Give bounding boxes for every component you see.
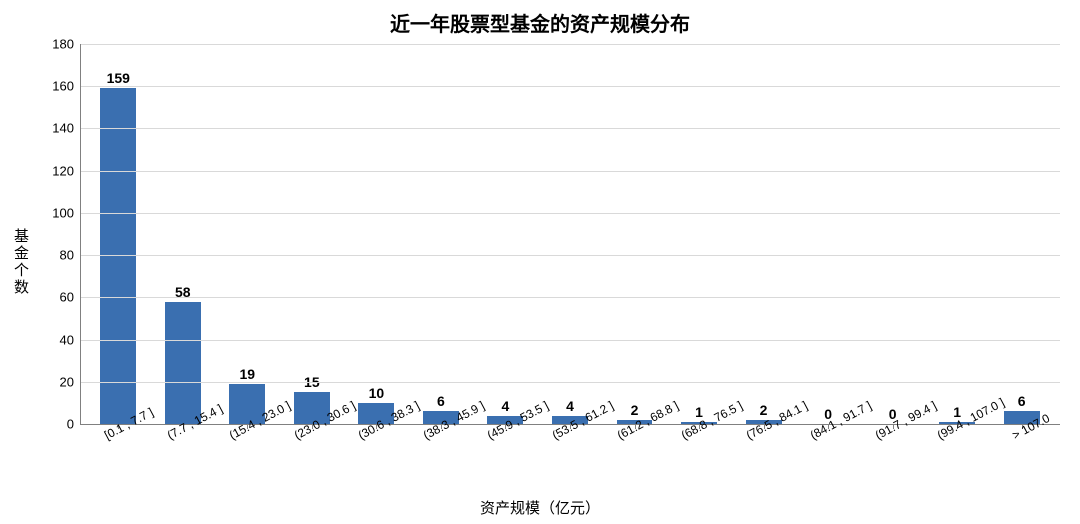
bar-slot: 159 bbox=[86, 44, 151, 424]
bar-slot: 4 bbox=[473, 44, 538, 424]
bar: 159 bbox=[100, 88, 136, 424]
bar-value-label: 6 bbox=[1018, 393, 1026, 409]
x-ticks-group: [0.1 , 7.7 ](7.7 , 15.4 ](15.4 , 23.0 ](… bbox=[80, 424, 1060, 484]
x-tick-slot: (99.4 , 107.0 ] bbox=[925, 424, 990, 484]
bars-group: 159 58 19 15 10 6 4 4 2 1 2 001 6 bbox=[80, 44, 1060, 424]
chart-title: 近一年股票型基金的资产规模分布 bbox=[0, 8, 1080, 37]
bar-slot: 1 bbox=[667, 44, 732, 424]
gridline bbox=[80, 255, 1060, 256]
bar-slot: 19 bbox=[215, 44, 280, 424]
bar-slot: 1 bbox=[925, 44, 990, 424]
bar-slot: 58 bbox=[151, 44, 216, 424]
bar-value-label: 2 bbox=[760, 402, 768, 418]
bar-slot: 0 bbox=[860, 44, 925, 424]
gridline bbox=[80, 297, 1060, 298]
y-tick-label: 100 bbox=[52, 205, 74, 220]
chart-container: 近一年股票型基金的资产规模分布 基金个数 1595819151064421200… bbox=[0, 0, 1080, 524]
x-tick-slot: [0.1 , 7.7 ] bbox=[86, 424, 151, 484]
bar: 58 bbox=[165, 302, 201, 424]
x-tick-slot: (30.6 , 38.3 ] bbox=[344, 424, 409, 484]
bar-slot: 15 bbox=[280, 44, 345, 424]
gridline bbox=[80, 382, 1060, 383]
x-tick-slot: (61.2 , 68.8 ] bbox=[602, 424, 667, 484]
y-tick-label: 0 bbox=[67, 417, 74, 432]
y-tick-label: 160 bbox=[52, 79, 74, 94]
y-tick-label: 80 bbox=[60, 248, 74, 263]
x-tick-slot: (7.7 , 15.4 ] bbox=[151, 424, 216, 484]
gridline bbox=[80, 171, 1060, 172]
bar-value-label: 4 bbox=[566, 398, 574, 414]
bar-slot: 0 bbox=[796, 44, 861, 424]
bar-slot: 10 bbox=[344, 44, 409, 424]
x-tick-slot: (23.0 , 30.6 ] bbox=[280, 424, 345, 484]
bar-slot: 4 bbox=[538, 44, 603, 424]
gridline bbox=[80, 44, 1060, 45]
x-tick-slot: (76.5 , 84.1 ] bbox=[731, 424, 796, 484]
gridline bbox=[80, 86, 1060, 87]
bar-value-label: 159 bbox=[107, 70, 130, 86]
plot-area: 159581915106442120016 020406080100120140… bbox=[80, 44, 1060, 424]
bar-slot: 2 bbox=[731, 44, 796, 424]
gridline bbox=[80, 128, 1060, 129]
bar-value-label: 4 bbox=[502, 398, 510, 414]
x-tick-slot: (91.7 , 99.4 ] bbox=[860, 424, 925, 484]
gridline bbox=[80, 213, 1060, 214]
y-tick-label: 140 bbox=[52, 121, 74, 136]
bar-slot: 6 bbox=[409, 44, 474, 424]
x-tick-slot: (84.1 , 91.7 ] bbox=[796, 424, 861, 484]
y-tick-label: 20 bbox=[60, 374, 74, 389]
x-tick-slot: (38.3 , 45.9 ] bbox=[409, 424, 474, 484]
gridline bbox=[80, 340, 1060, 341]
x-tick-slot: > 107.0 bbox=[989, 424, 1054, 484]
y-axis-line bbox=[80, 44, 81, 424]
x-tick-slot: (15.4 , 23.0 ] bbox=[215, 424, 280, 484]
y-axis-label: 基金个数 bbox=[10, 228, 31, 296]
bar-value-label: 10 bbox=[369, 385, 385, 401]
x-axis-label: 资产规模（亿元） bbox=[0, 497, 1080, 518]
bar-slot: 2 bbox=[602, 44, 667, 424]
x-tick-slot: (53.5 , 61.2 ] bbox=[538, 424, 603, 484]
x-tick-slot: (68.8 , 76.5 ] bbox=[667, 424, 732, 484]
y-tick-label: 60 bbox=[60, 290, 74, 305]
bar-value-label: 2 bbox=[631, 402, 639, 418]
y-tick-label: 120 bbox=[52, 163, 74, 178]
y-tick-label: 180 bbox=[52, 37, 74, 52]
bar-value-label: 19 bbox=[240, 366, 256, 382]
bar-slot: 6 bbox=[989, 44, 1054, 424]
bar-value-label: 6 bbox=[437, 393, 445, 409]
y-tick-label: 40 bbox=[60, 332, 74, 347]
x-tick-slot: (45.9 , 53.5 ] bbox=[473, 424, 538, 484]
